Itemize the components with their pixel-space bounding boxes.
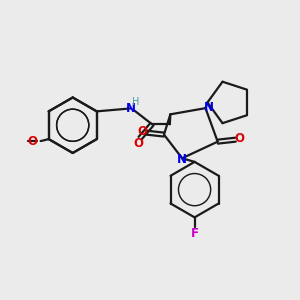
Text: O: O [133,136,143,150]
Text: H: H [132,98,140,107]
Text: O: O [28,135,38,148]
Text: F: F [190,227,199,240]
Text: N: N [126,102,136,115]
Text: O: O [235,132,244,145]
Text: N: N [177,153,187,166]
Text: O: O [137,125,147,138]
Text: N: N [203,101,214,114]
